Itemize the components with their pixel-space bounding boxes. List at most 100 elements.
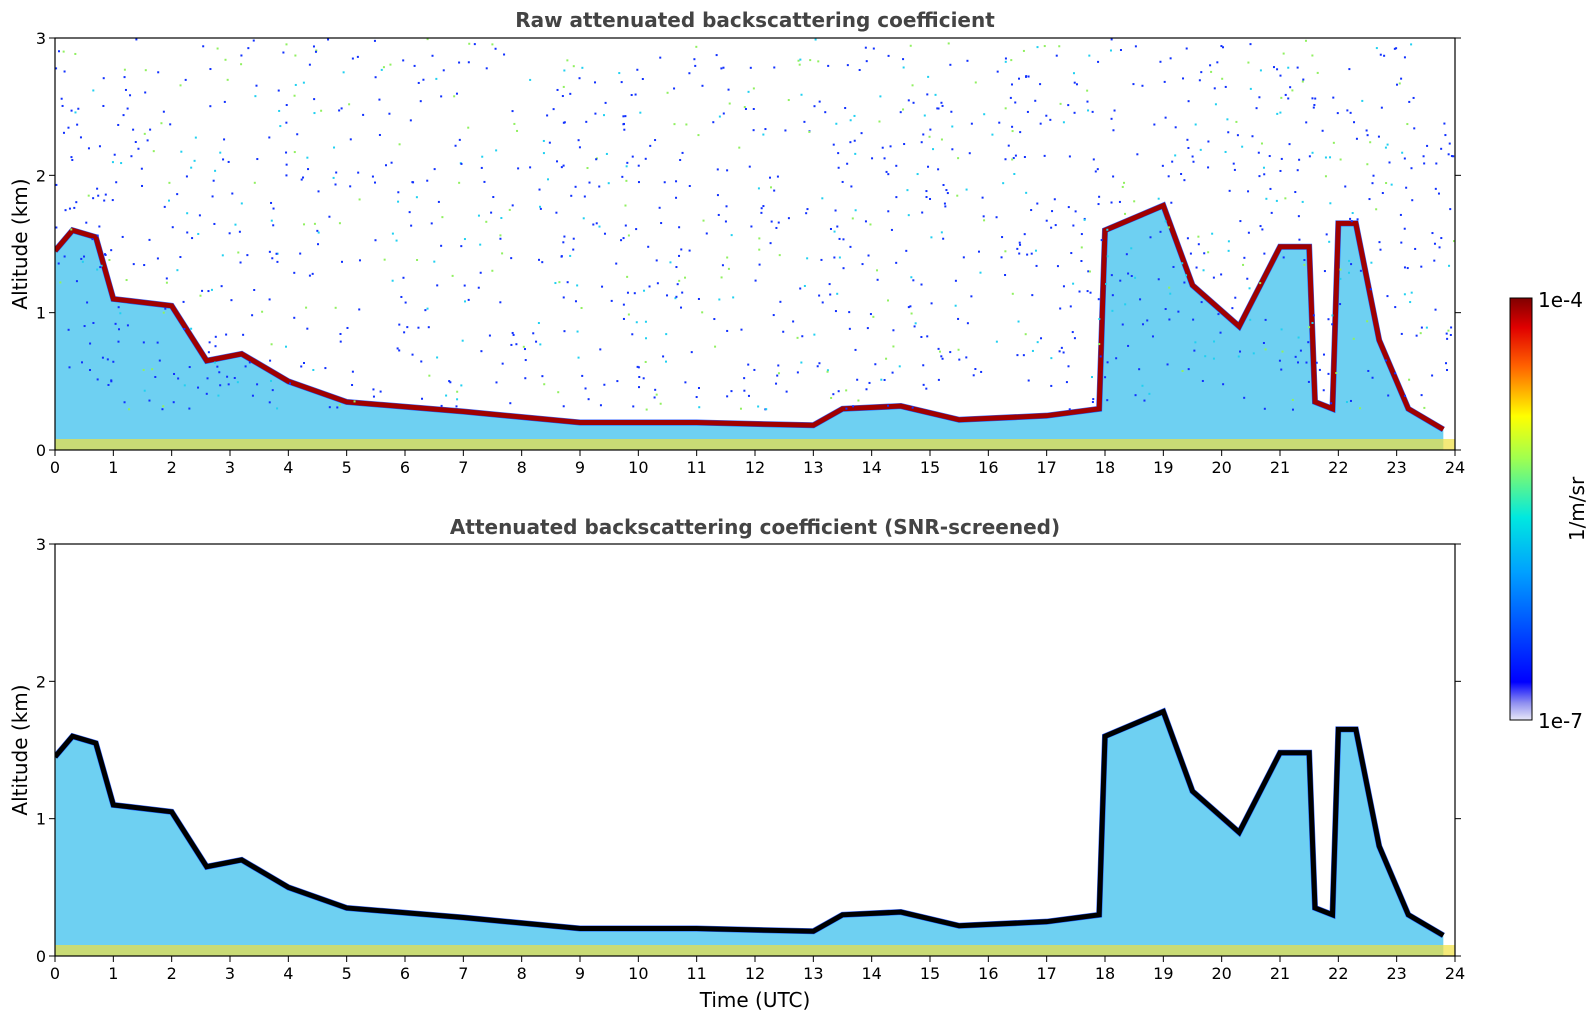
noise-speckle xyxy=(442,69,445,72)
noise-speckle xyxy=(656,282,659,285)
noise-speckle xyxy=(1065,381,1068,384)
noise-speckle xyxy=(1301,80,1304,83)
noise-speckle xyxy=(101,356,104,359)
noise-speckle xyxy=(1329,202,1332,205)
noise-speckle xyxy=(391,232,394,235)
noise-speckle xyxy=(1369,288,1372,291)
noise-speckle xyxy=(194,136,197,139)
noise-speckle xyxy=(930,302,933,305)
noise-speckle xyxy=(1280,368,1283,371)
noise-speckle xyxy=(676,283,679,286)
noise-speckle xyxy=(576,330,579,333)
noise-speckle xyxy=(1327,372,1330,375)
noise-speckle xyxy=(495,381,498,384)
noise-speckle xyxy=(974,368,977,371)
noise-speckle xyxy=(837,152,840,155)
noise-speckle xyxy=(1026,110,1029,113)
noise-speckle xyxy=(974,81,977,84)
noise-speckle xyxy=(539,207,542,210)
noise-speckle xyxy=(453,95,456,98)
noise-speckle xyxy=(316,229,319,232)
noise-speckle xyxy=(244,365,247,368)
noise-speckle xyxy=(99,266,102,269)
noise-speckle xyxy=(1106,399,1109,402)
noise-speckle xyxy=(570,194,573,197)
noise-speckle xyxy=(63,255,66,258)
noise-speckle xyxy=(867,254,870,257)
noise-speckle xyxy=(1157,278,1160,281)
noise-speckle xyxy=(1197,243,1200,246)
noise-speckle xyxy=(317,243,320,246)
noise-speckle xyxy=(122,114,125,117)
noise-speckle xyxy=(769,176,772,179)
noise-speckle xyxy=(1269,187,1272,190)
noise-speckle xyxy=(89,342,92,345)
x-tick-label: 5 xyxy=(342,964,352,983)
noise-speckle xyxy=(1194,341,1197,344)
noise-speckle xyxy=(637,164,640,167)
noise-speckle xyxy=(529,166,532,169)
noise-speckle xyxy=(887,54,890,57)
noise-speckle xyxy=(532,332,535,335)
noise-speckle xyxy=(183,327,186,330)
noise-speckle xyxy=(937,168,940,171)
noise-speckle xyxy=(148,399,151,402)
noise-speckle xyxy=(925,196,928,199)
noise-speckle xyxy=(179,84,182,87)
noise-speckle xyxy=(821,197,824,200)
noise-speckle xyxy=(1265,197,1268,200)
noise-speckle xyxy=(253,181,256,184)
noise-speckle xyxy=(1098,343,1101,346)
noise-speckle xyxy=(818,294,821,297)
noise-speckle xyxy=(311,272,314,275)
noise-speckle xyxy=(826,369,829,372)
noise-speckle xyxy=(1371,376,1374,379)
noise-speckle xyxy=(1172,265,1175,268)
noise-speckle xyxy=(542,152,545,155)
noise-speckle xyxy=(1420,394,1423,397)
noise-speckle xyxy=(205,392,208,395)
noise-speckle xyxy=(75,201,78,204)
noise-speckle xyxy=(773,66,776,69)
noise-speckle xyxy=(1280,157,1283,160)
noise-speckle xyxy=(799,287,802,290)
noise-speckle xyxy=(190,166,193,169)
noise-speckle xyxy=(1022,354,1025,357)
noise-speckle xyxy=(868,381,871,384)
noise-speckle xyxy=(895,196,898,199)
noise-speckle xyxy=(684,381,687,384)
noise-speckle xyxy=(1395,47,1398,50)
noise-speckle xyxy=(1110,274,1113,277)
noise-speckle xyxy=(75,280,78,283)
noise-speckle xyxy=(626,291,629,294)
noise-speckle xyxy=(1183,179,1186,182)
noise-speckle xyxy=(1138,368,1141,371)
noise-speckle xyxy=(206,377,209,380)
noise-speckle xyxy=(887,299,890,302)
noise-speckle xyxy=(1113,109,1116,112)
noise-speckle xyxy=(119,312,122,315)
noise-speckle xyxy=(1023,233,1026,236)
noise-speckle xyxy=(1011,83,1014,86)
noise-speckle xyxy=(572,248,575,251)
noise-speckle xyxy=(1110,117,1113,120)
noise-speckle xyxy=(854,152,857,155)
noise-speckle xyxy=(1379,53,1382,56)
noise-speckle xyxy=(996,70,999,73)
noise-speckle xyxy=(927,165,930,168)
noise-speckle xyxy=(630,94,633,97)
noise-speckle xyxy=(426,38,429,41)
noise-speckle xyxy=(872,47,875,50)
noise-speckle xyxy=(1090,376,1093,379)
noise-speckle xyxy=(548,141,551,144)
noise-speckle xyxy=(968,152,971,155)
noise-speckle xyxy=(580,307,583,310)
noise-speckle xyxy=(891,371,894,374)
noise-speckle xyxy=(358,259,361,262)
noise-speckle xyxy=(645,408,648,411)
noise-speckle xyxy=(152,150,155,153)
x-tick-label: 20 xyxy=(1211,964,1231,983)
noise-speckle xyxy=(435,77,438,80)
noise-speckle xyxy=(574,300,577,303)
noise-speckle xyxy=(625,179,628,182)
